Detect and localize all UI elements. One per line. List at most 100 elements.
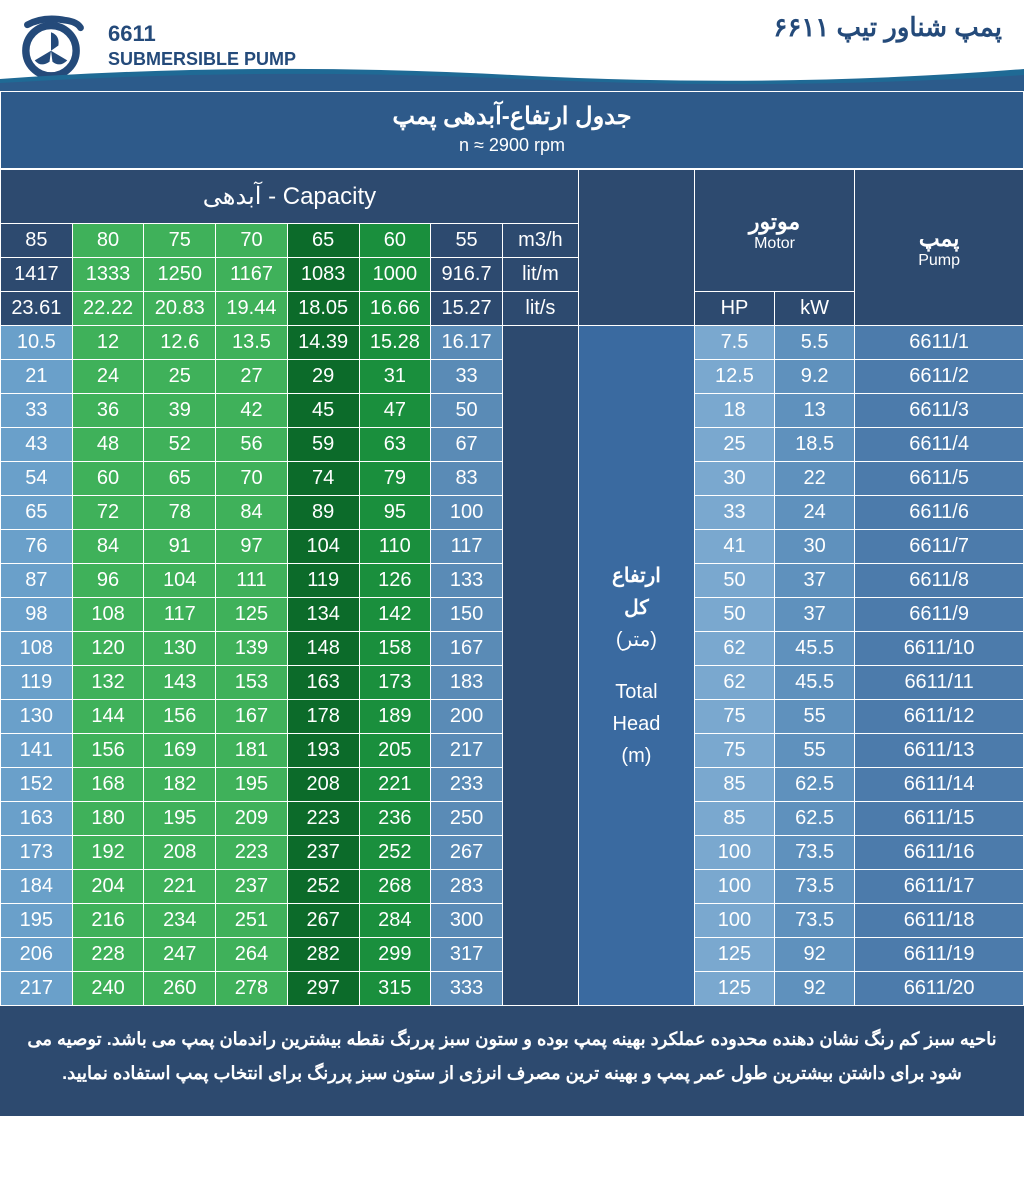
value-cell: 237 bbox=[216, 870, 288, 904]
value-cell: 130 bbox=[144, 632, 216, 666]
value-cell: 278 bbox=[216, 972, 288, 1006]
value-cell: 228 bbox=[72, 938, 144, 972]
value-cell: 233 bbox=[431, 768, 503, 802]
capacity-header-cell: 19.44 bbox=[216, 292, 288, 326]
value-cell: 236 bbox=[359, 802, 431, 836]
value-cell: 139 bbox=[216, 632, 288, 666]
pump-model-cell: 6611/15 bbox=[855, 802, 1024, 836]
footer-note: ناحیه سبز کم رنگ نشان دهنده محدوده عملکر… bbox=[0, 1006, 1024, 1116]
value-cell: 282 bbox=[287, 938, 359, 972]
pump-model-cell: 6611/9 bbox=[855, 598, 1024, 632]
capacity-header-cell: 22.22 bbox=[72, 292, 144, 326]
value-cell: 104 bbox=[144, 564, 216, 598]
pump-label-fa: پمپ bbox=[855, 226, 1023, 252]
value-cell: 299 bbox=[359, 938, 431, 972]
value-cell: 33 bbox=[431, 360, 503, 394]
value-cell: 50 bbox=[431, 394, 503, 428]
value-cell: 60 bbox=[72, 462, 144, 496]
pump-table: آبدهی - Capacity موتور Motor پمپ Pump 85… bbox=[0, 169, 1024, 1006]
value-cell: 221 bbox=[359, 768, 431, 802]
value-cell: 150 bbox=[431, 598, 503, 632]
hp-cell: 85 bbox=[694, 768, 774, 802]
kw-cell: 92 bbox=[775, 972, 855, 1006]
capacity-header-cell: 1000 bbox=[359, 258, 431, 292]
value-cell: 284 bbox=[359, 904, 431, 938]
hp-cell: 12.5 bbox=[694, 360, 774, 394]
value-cell: 193 bbox=[287, 734, 359, 768]
kw-cell: 22 bbox=[775, 462, 855, 496]
value-cell: 89 bbox=[287, 496, 359, 530]
value-cell: 163 bbox=[287, 666, 359, 700]
kw-cell: 55 bbox=[775, 734, 855, 768]
value-cell: 95 bbox=[359, 496, 431, 530]
kw-cell: 62.5 bbox=[775, 802, 855, 836]
value-cell: 182 bbox=[144, 768, 216, 802]
value-cell: 76 bbox=[1, 530, 73, 564]
value-cell: 250 bbox=[431, 802, 503, 836]
capacity-header-cell: 18.05 bbox=[287, 292, 359, 326]
hp-cell: 41 bbox=[694, 530, 774, 564]
kw-cell: 45.5 bbox=[775, 632, 855, 666]
value-cell: 59 bbox=[287, 428, 359, 462]
pump-model-cell: 6611/6 bbox=[855, 496, 1024, 530]
hp-cell: 125 bbox=[694, 972, 774, 1006]
value-cell: 142 bbox=[359, 598, 431, 632]
hp-cell: 75 bbox=[694, 700, 774, 734]
table-rpm: n ≈ 2900 rpm bbox=[1, 135, 1023, 156]
capacity-header-cell: 1333 bbox=[72, 258, 144, 292]
value-cell: 119 bbox=[287, 564, 359, 598]
hp-cell: 62 bbox=[694, 666, 774, 700]
motor-label-fa: موتور bbox=[695, 209, 854, 235]
value-cell: 167 bbox=[431, 632, 503, 666]
farsi-title: پمپ شناور تیپ ۶۶۱۱ bbox=[773, 12, 1002, 43]
value-cell: 67 bbox=[431, 428, 503, 462]
pump-model-cell: 6611/5 bbox=[855, 462, 1024, 496]
value-cell: 29 bbox=[287, 360, 359, 394]
unit-label: lit/s bbox=[502, 292, 578, 326]
value-cell: 195 bbox=[216, 768, 288, 802]
capacity-header-cell: 23.61 bbox=[1, 292, 73, 326]
value-cell: 251 bbox=[216, 904, 288, 938]
value-cell: 189 bbox=[359, 700, 431, 734]
value-cell: 234 bbox=[144, 904, 216, 938]
value-cell: 84 bbox=[216, 496, 288, 530]
kw-cell: 37 bbox=[775, 598, 855, 632]
hp-header: HP bbox=[694, 292, 774, 326]
value-cell: 125 bbox=[216, 598, 288, 632]
value-cell: 126 bbox=[359, 564, 431, 598]
value-cell: 208 bbox=[144, 836, 216, 870]
kw-cell: 13 bbox=[775, 394, 855, 428]
value-cell: 192 bbox=[72, 836, 144, 870]
value-cell: 74 bbox=[287, 462, 359, 496]
value-cell: 178 bbox=[287, 700, 359, 734]
value-cell: 33 bbox=[1, 394, 73, 428]
capacity-header-cell: 16.66 bbox=[359, 292, 431, 326]
value-cell: 27 bbox=[216, 360, 288, 394]
value-cell: 268 bbox=[359, 870, 431, 904]
header: 6611 SUBMERSIBLE PUMP پمپ شناور تیپ ۶۶۱۱ bbox=[0, 0, 1024, 91]
value-cell: 180 bbox=[72, 802, 144, 836]
value-cell: 117 bbox=[144, 598, 216, 632]
value-cell: 247 bbox=[144, 938, 216, 972]
value-cell: 195 bbox=[144, 802, 216, 836]
value-cell: 252 bbox=[287, 870, 359, 904]
hp-cell: 100 bbox=[694, 904, 774, 938]
value-cell: 87 bbox=[1, 564, 73, 598]
pump-model-cell: 6611/16 bbox=[855, 836, 1024, 870]
value-cell: 204 bbox=[72, 870, 144, 904]
value-cell: 156 bbox=[144, 700, 216, 734]
value-cell: 72 bbox=[72, 496, 144, 530]
pump-model-cell: 6611/2 bbox=[855, 360, 1024, 394]
value-cell: 15.28 bbox=[359, 326, 431, 360]
value-cell: 267 bbox=[287, 904, 359, 938]
value-cell: 208 bbox=[287, 768, 359, 802]
capacity-header-cell: 1250 bbox=[144, 258, 216, 292]
value-cell: 110 bbox=[359, 530, 431, 564]
capacity-header-cell: 916.7 bbox=[431, 258, 503, 292]
pump-model-cell: 6611/4 bbox=[855, 428, 1024, 462]
value-cell: 98 bbox=[1, 598, 73, 632]
kw-cell: 18.5 bbox=[775, 428, 855, 462]
value-cell: 267 bbox=[431, 836, 503, 870]
kw-cell: 92 bbox=[775, 938, 855, 972]
value-cell: 39 bbox=[144, 394, 216, 428]
